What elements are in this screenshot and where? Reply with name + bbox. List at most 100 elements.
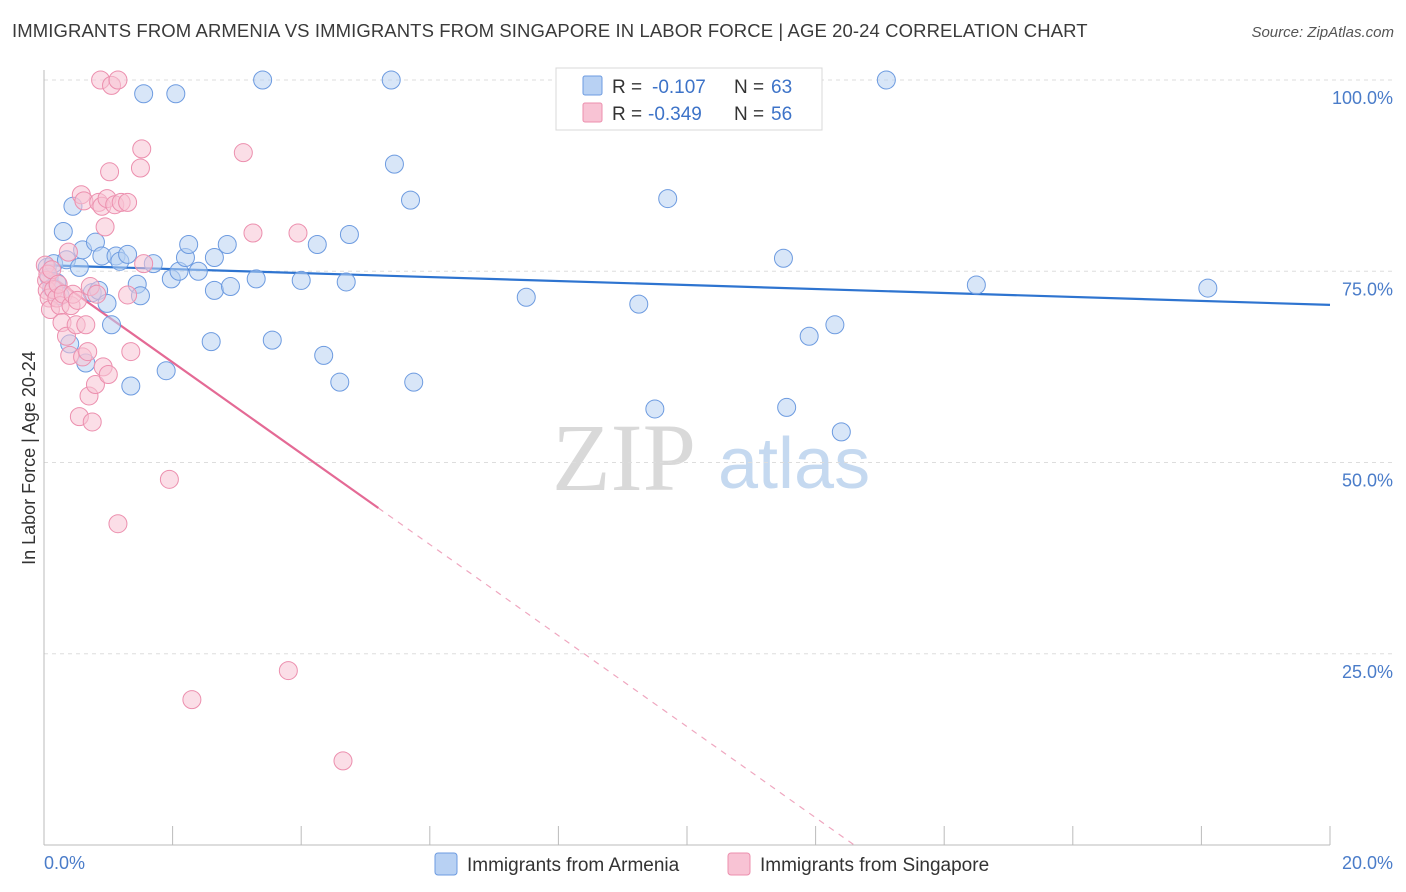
y-tick-label-75: 75.0% [1342, 279, 1393, 299]
point-armenia-41 [262, 330, 282, 350]
point-armenia-10 [69, 257, 89, 277]
point-singapore-51 [182, 690, 202, 710]
point-singapore-41 [108, 514, 128, 534]
point-armenia-45 [330, 372, 350, 392]
legend-n-label-singapore: N = [734, 104, 764, 125]
point-singapore-42 [108, 70, 128, 90]
point-singapore-37 [98, 365, 118, 385]
legend-r-value-armenia: -0.107 [652, 77, 706, 98]
point-armenia-34 [201, 332, 221, 352]
point-singapore-47 [130, 158, 150, 178]
trend-lines [43, 264, 1331, 846]
point-singapore-50 [159, 469, 179, 489]
point-armenia-32 [179, 234, 199, 254]
point-singapore-25 [78, 342, 98, 362]
watermark: ZIP atlas [552, 404, 870, 511]
legend-swatch-singapore [582, 102, 603, 123]
trend-line-singapore [43, 270, 379, 509]
bottom-legend-swatch-singapore [727, 852, 751, 876]
point-armenia-54 [645, 399, 665, 419]
point-armenia-6 [53, 221, 73, 241]
point-singapore-55 [288, 223, 308, 243]
point-singapore-24 [76, 315, 96, 335]
point-armenia-43 [307, 234, 327, 254]
y-tick-labels: 25.0% 50.0% 75.0% 100.0% [1332, 88, 1393, 682]
point-singapore-54 [278, 661, 298, 681]
point-armenia-57 [777, 397, 797, 417]
grid-lines [44, 79, 1395, 655]
point-armenia-42 [291, 270, 311, 290]
point-singapore-35 [95, 217, 115, 237]
point-armenia-48 [381, 70, 401, 90]
point-armenia-50 [401, 190, 421, 210]
bottom-legend-label-armenia: Immigrants from Armenia [467, 855, 680, 876]
point-singapore-19 [67, 290, 87, 310]
point-armenia-44 [314, 345, 334, 365]
legend-r-value-singapore: -0.349 [648, 104, 702, 125]
point-singapore-28 [82, 412, 102, 432]
watermark-zip: ZIP [552, 404, 696, 511]
point-armenia-27 [156, 361, 176, 381]
bottom-legend-label-singapore: Immigrants from Singapore [760, 855, 989, 876]
y-tick-label-50: 50.0% [1342, 471, 1393, 491]
axes [43, 70, 1331, 846]
legend-n-value-singapore: 56 [771, 104, 792, 125]
point-armenia-38 [220, 277, 240, 297]
legend-n-value-armenia: 63 [771, 77, 792, 98]
point-armenia-52 [516, 287, 536, 307]
point-armenia-61 [876, 70, 896, 90]
chart-title: IMMIGRANTS FROM ARMENIA VS IMMIGRANTS FR… [12, 20, 1088, 41]
point-armenia-59 [825, 315, 845, 335]
bottom-legend: Immigrants from Armenia Immigrants from … [434, 852, 989, 876]
legend: R = -0.107 N = 63 R = -0.349 N = 56 [555, 67, 823, 131]
point-singapore-48 [132, 139, 152, 159]
bottom-legend-swatch-armenia [434, 852, 458, 876]
point-singapore-56 [333, 751, 353, 771]
point-armenia-33 [188, 261, 208, 281]
point-singapore-52 [233, 143, 253, 163]
point-armenia-18 [102, 315, 122, 335]
point-armenia-25 [134, 84, 154, 104]
point-armenia-49 [384, 154, 404, 174]
point-armenia-47 [339, 225, 359, 245]
trend-line-singapore-extrapolated [378, 507, 855, 846]
point-armenia-21 [118, 244, 138, 264]
point-armenia-35 [204, 247, 224, 267]
x-tick-label-max: 20.0% [1342, 853, 1393, 873]
source-label: Source: ZipAtlas.com [1251, 24, 1394, 41]
point-armenia-55 [658, 189, 678, 209]
point-armenia-58 [799, 326, 819, 346]
point-singapore-30 [87, 284, 107, 304]
point-singapore-14 [58, 242, 78, 262]
x-tick-label-min: 0.0% [44, 853, 85, 873]
point-armenia-53 [629, 294, 649, 314]
point-armenia-22 [121, 376, 141, 396]
data-points [35, 70, 1218, 771]
point-singapore-53 [243, 223, 263, 243]
point-armenia-56 [773, 248, 793, 268]
legend-swatch-armenia [582, 75, 603, 96]
point-armenia-63 [1198, 278, 1218, 298]
point-armenia-40 [253, 70, 273, 90]
y-axis-label: In Labor Force | Age 20-24 [19, 351, 39, 565]
y-tick-label-100: 100.0% [1332, 88, 1393, 108]
point-singapore-49 [134, 254, 154, 274]
point-armenia-46 [336, 272, 356, 292]
point-singapore-38 [100, 162, 120, 182]
point-singapore-29 [85, 374, 105, 394]
legend-r-label-singapore: R = [612, 104, 642, 125]
point-armenia-29 [166, 84, 186, 104]
y-tick-label-25: 25.0% [1342, 662, 1393, 682]
point-armenia-37 [217, 234, 237, 254]
point-singapore-46 [121, 342, 141, 362]
point-armenia-39 [246, 269, 266, 289]
point-armenia-62 [966, 275, 986, 295]
point-armenia-36 [204, 280, 224, 300]
point-singapore-44 [118, 192, 138, 212]
point-armenia-60 [831, 422, 851, 442]
point-singapore-45 [118, 285, 138, 305]
legend-r-label-armenia: R = [612, 77, 642, 98]
point-armenia-51 [404, 372, 424, 392]
legend-n-label-armenia: N = [734, 77, 764, 98]
